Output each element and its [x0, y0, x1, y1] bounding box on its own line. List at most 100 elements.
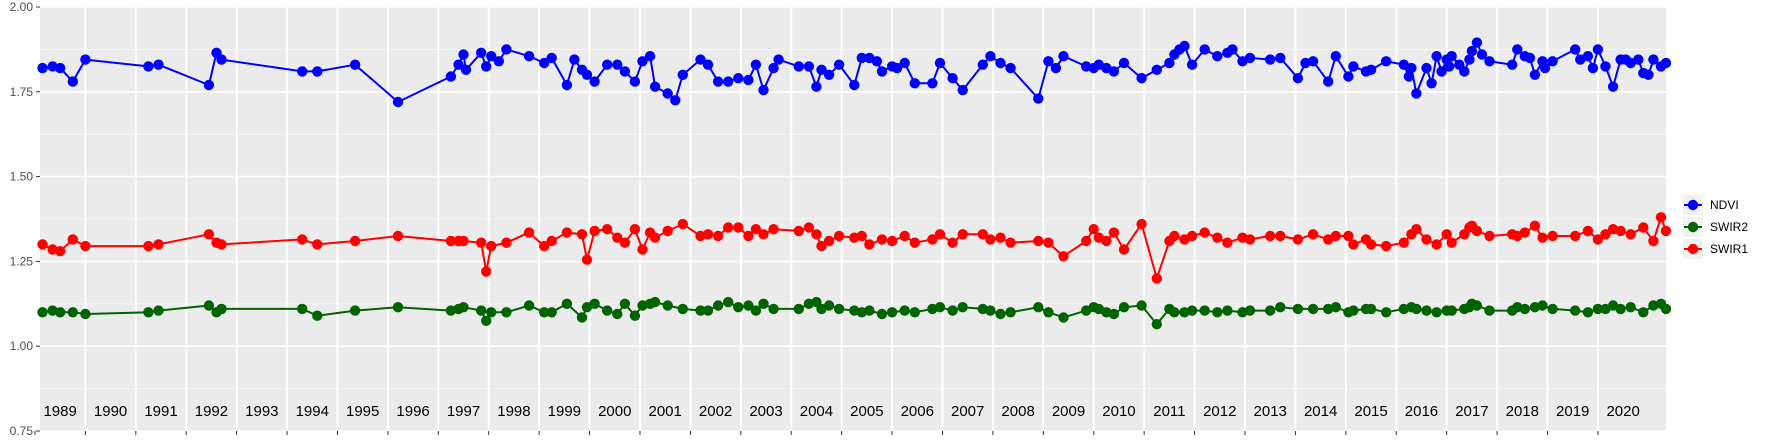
data-point-swir2 — [1519, 303, 1531, 315]
data-point-swir1 — [1343, 230, 1354, 242]
data-point-ndvi — [1406, 62, 1417, 74]
data-point-swir2 — [476, 305, 487, 316]
data-point-ndvi — [1365, 64, 1377, 76]
minor-gridlines — [40, 48, 1666, 390]
data-point-ndvi — [501, 44, 512, 55]
data-point-swir1 — [1348, 239, 1359, 250]
data-point-swir1 — [1330, 230, 1342, 242]
data-point-swir2 — [297, 303, 308, 315]
data-point-swir1 — [677, 218, 688, 230]
data-point-ndvi — [702, 59, 714, 70]
data-point-swir1 — [1169, 230, 1180, 242]
data-point-ndvi — [1587, 62, 1599, 74]
data-point-ndvi — [849, 79, 860, 91]
data-point-ndvi — [1199, 44, 1210, 55]
legend-marker-swir2 — [1687, 221, 1699, 233]
data-point-swir1 — [876, 234, 888, 245]
data-point-swir1 — [1151, 273, 1163, 284]
year-label: 1991 — [144, 403, 177, 420]
data-point-swir2 — [864, 305, 875, 316]
data-point-swir2 — [216, 303, 227, 315]
year-label: 2009 — [1052, 403, 1085, 420]
data-point-swir2 — [1365, 303, 1377, 315]
data-point-ndvi — [823, 69, 835, 81]
data-point-swir1 — [1660, 225, 1672, 237]
data-point-ndvi — [637, 56, 648, 67]
data-point-swir1 — [649, 232, 661, 243]
data-point-swir1 — [934, 229, 946, 240]
data-point-ndvi — [957, 84, 968, 96]
data-point-swir1 — [1265, 230, 1276, 242]
data-point-swir1 — [1088, 224, 1099, 235]
legend-label-swir2: SWIR2 — [1710, 220, 1748, 234]
year-label: 2013 — [1254, 403, 1287, 420]
data-point-swir1 — [1615, 225, 1626, 237]
data-point-swir2 — [1615, 303, 1626, 315]
data-point-swir2 — [833, 303, 845, 315]
data-point-swir1 — [793, 225, 804, 237]
data-point-swir1 — [1244, 234, 1256, 245]
data-point-ndvi — [1529, 69, 1541, 81]
data-point-ndvi — [602, 59, 613, 70]
data-point-swir1 — [1199, 227, 1210, 238]
data-point-ndvi — [712, 76, 724, 87]
data-point-ndvi — [871, 56, 883, 67]
data-point-swir1 — [1484, 230, 1495, 242]
year-label: 2000 — [598, 403, 631, 420]
data-point-swir1 — [1307, 229, 1319, 240]
data-point-ndvi — [977, 59, 988, 70]
data-point-swir2 — [80, 308, 91, 320]
data-point-swir2 — [55, 307, 66, 318]
data-point-ndvi — [649, 81, 661, 92]
data-point-swir1 — [67, 234, 79, 245]
data-point-swir2 — [1446, 305, 1457, 316]
data-point-ndvi — [619, 66, 631, 77]
data-point-ndvi — [80, 54, 91, 65]
data-point-ndvi — [695, 54, 706, 65]
year-label: 1995 — [346, 403, 379, 420]
data-point-swir2 — [576, 312, 588, 323]
data-point-ndvi — [612, 59, 623, 70]
data-point-swir2 — [1638, 307, 1649, 318]
data-point-swir2 — [37, 307, 48, 318]
data-point-ndvi — [1431, 51, 1442, 62]
data-point-swir1 — [909, 237, 920, 248]
data-point-swir2 — [886, 307, 898, 318]
data-point-ndvi — [445, 71, 457, 82]
data-point-ndvi — [793, 61, 804, 72]
year-label: 1999 — [548, 403, 581, 420]
data-point-swir1 — [723, 222, 734, 233]
data-point-ndvi — [1050, 62, 1062, 74]
data-point-ndvi — [1507, 59, 1518, 70]
data-point-swir2 — [947, 305, 958, 316]
data-point-swir2 — [561, 298, 573, 309]
data-point-swir1 — [1655, 212, 1667, 223]
data-point-swir1 — [476, 237, 487, 248]
data-point-ndvi — [561, 79, 573, 91]
data-point-swir1 — [768, 224, 779, 235]
data-point-swir1 — [743, 230, 754, 242]
data-point-ndvi — [1164, 57, 1175, 69]
data-point-swir1 — [1411, 224, 1422, 235]
data-point-ndvi — [1570, 44, 1581, 55]
data-point-ndvi — [1607, 81, 1619, 92]
year-label: 2008 — [1001, 403, 1034, 420]
data-point-ndvi — [523, 51, 535, 62]
data-point-swir2 — [67, 307, 79, 318]
data-point-ndvi — [662, 88, 673, 99]
data-point-ndvi — [1648, 54, 1659, 65]
data-point-swir1 — [637, 244, 648, 255]
data-point-swir1 — [297, 234, 308, 245]
data-point-ndvi — [312, 66, 323, 77]
data-point-ndvi — [1307, 56, 1319, 67]
data-point-ndvi — [1275, 52, 1286, 64]
data-point-ndvi — [816, 64, 827, 76]
data-point-swir1 — [985, 234, 996, 245]
data-point-swir2 — [823, 300, 835, 311]
data-point-ndvi — [1403, 71, 1415, 82]
data-point-swir2 — [768, 303, 779, 315]
data-point-ndvi — [153, 59, 164, 70]
data-point-ndvi — [1265, 54, 1276, 65]
data-point-ndvi — [1244, 52, 1256, 64]
data-point-swir1 — [1058, 251, 1069, 262]
